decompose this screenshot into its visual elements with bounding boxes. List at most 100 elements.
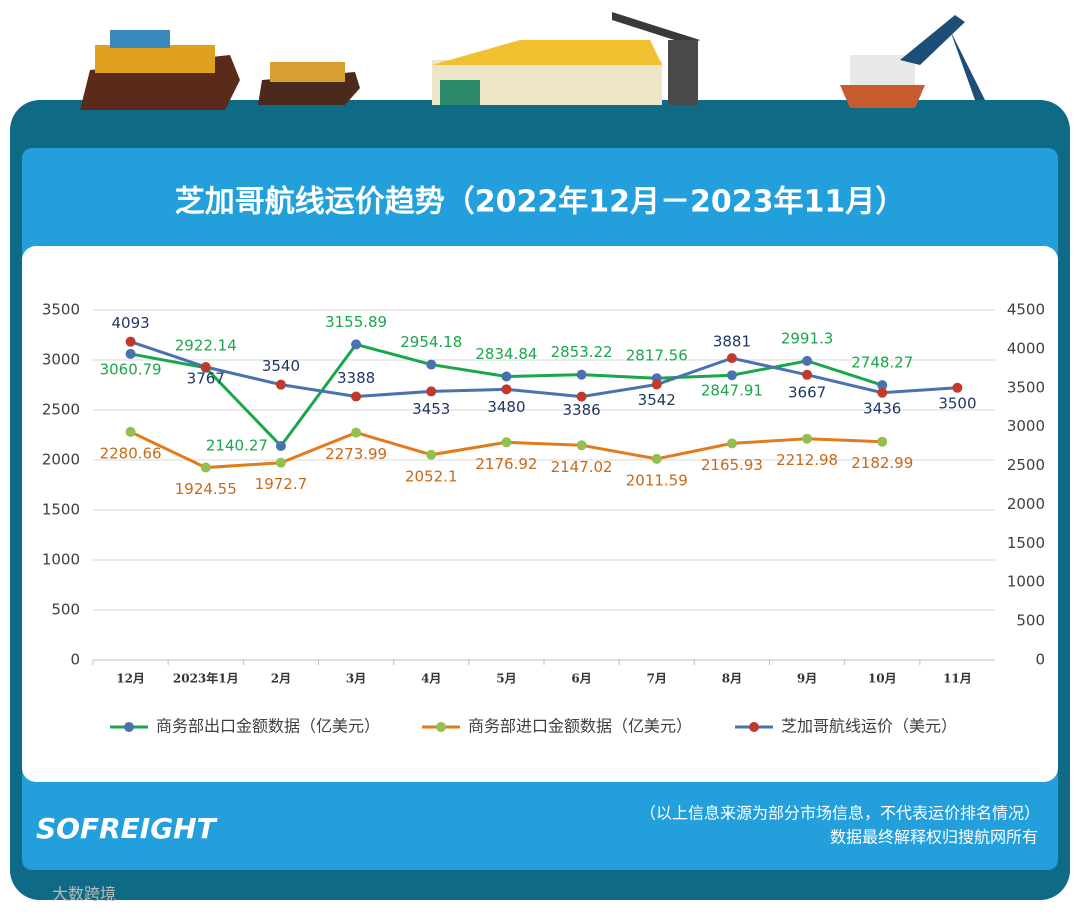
- value-label: 2165.93: [701, 456, 763, 474]
- marker: [125, 426, 136, 437]
- y-tick-label: 500: [51, 601, 80, 619]
- value-label: 3542: [638, 391, 676, 409]
- x-tick-label: 5月: [496, 672, 516, 686]
- x-tick-label: 6月: [571, 672, 591, 686]
- marker: [125, 336, 136, 347]
- value-label: 4093: [111, 314, 149, 332]
- value-label: 3667: [788, 383, 826, 401]
- value-label: 1924.55: [175, 480, 237, 498]
- marker: [200, 462, 211, 473]
- y2-tick-label: 1000: [1007, 573, 1045, 591]
- logo: SOFREIGHT: [36, 812, 218, 845]
- marker: [802, 369, 813, 380]
- x-tick-label: 10月: [868, 672, 897, 686]
- value-label: 2176.92: [475, 455, 537, 473]
- marker: [576, 369, 587, 380]
- value-label: 2817.56: [626, 347, 688, 365]
- legend-marker: [749, 722, 759, 732]
- value-label: 2954.18: [400, 333, 462, 351]
- marker: [802, 433, 813, 444]
- legend-label: 芝加哥航线运价（美元）: [781, 717, 957, 736]
- rights: 数据最终解释权归搜航网所有: [830, 828, 1038, 847]
- value-label: 3436: [863, 399, 901, 417]
- value-label: 2052.1: [405, 467, 458, 485]
- y-tick-label: 0: [70, 651, 80, 669]
- marker: [877, 387, 888, 398]
- x-tick-label: 8月: [722, 672, 742, 686]
- value-label: 3881: [713, 333, 751, 351]
- marker: [952, 382, 963, 393]
- y-tick-label: 2500: [42, 401, 80, 419]
- marker: [426, 386, 437, 397]
- x-tick-label: 7月: [647, 672, 667, 686]
- marker: [651, 453, 662, 464]
- marker: [576, 391, 587, 402]
- y2-tick-label: 0: [1035, 651, 1045, 669]
- value-label: 2922.14: [175, 336, 237, 354]
- series-line: [130, 340, 958, 399]
- value-label: 3155.89: [325, 313, 387, 331]
- marker: [275, 379, 286, 390]
- value-label: 3500: [938, 394, 976, 412]
- legend-label: 商务部出口金额数据（亿美元）: [156, 717, 380, 736]
- value-label: 1972.7: [255, 475, 308, 493]
- value-label: 2140.27: [206, 436, 268, 454]
- y2-tick-label: 4500: [1007, 301, 1045, 319]
- value-label: 2847.91: [701, 382, 763, 400]
- x-tick-label: 2023年1月: [173, 671, 239, 686]
- marker: [351, 339, 362, 350]
- chart-title: 芝加哥航线运价趋势（2022年12月－2023年11月）: [175, 185, 906, 220]
- legend-marker: [436, 722, 446, 732]
- x-tick-label: 12月: [116, 672, 145, 686]
- marker: [877, 380, 888, 391]
- y-tick-label: 3500: [42, 301, 80, 319]
- value-label: 2280.66: [100, 444, 162, 462]
- value-label: 2212.98: [776, 451, 838, 469]
- legend-marker: [124, 722, 134, 732]
- y2-tick-label: 2500: [1007, 456, 1045, 474]
- value-label: 2182.99: [851, 454, 913, 472]
- marker: [802, 355, 813, 366]
- marker: [726, 438, 737, 449]
- y-tick-label: 1000: [42, 551, 80, 569]
- marker: [426, 359, 437, 370]
- value-label: 2748.27: [851, 354, 913, 372]
- x-tick-label: 4月: [421, 672, 441, 686]
- y2-tick-label: 500: [1016, 612, 1045, 630]
- value-label: 2147.02: [551, 458, 613, 476]
- x-tick-label: 9月: [797, 672, 817, 686]
- value-label: 3060.79: [100, 360, 162, 378]
- value-label: 2991.3: [781, 329, 834, 347]
- marker: [351, 391, 362, 402]
- watermark: 大数跨境: [52, 885, 116, 904]
- value-label: 3540: [262, 357, 300, 375]
- marker: [877, 436, 888, 447]
- value-label: 2273.99: [325, 445, 387, 463]
- marker: [426, 449, 437, 460]
- value-label: 2011.59: [626, 471, 688, 489]
- value-label: 3388: [337, 369, 375, 387]
- legend-label: 商务部进口金额数据（亿美元）: [468, 717, 692, 736]
- x-tick-label: 11月: [943, 672, 972, 686]
- marker: [501, 384, 512, 395]
- marker: [275, 440, 286, 451]
- marker: [501, 371, 512, 382]
- x-tick-label: 3月: [346, 672, 366, 686]
- value-label: 2834.84: [475, 345, 537, 363]
- value-label: 3386: [562, 401, 600, 419]
- x-tick-label: 2月: [271, 672, 291, 686]
- marker: [726, 370, 737, 381]
- y2-tick-label: 3500: [1007, 378, 1045, 396]
- y-tick-label: 2000: [42, 451, 80, 469]
- value-label: 3480: [487, 398, 525, 416]
- value-label: 2853.22: [551, 343, 613, 361]
- marker: [351, 427, 362, 438]
- footnote: （以上信息来源为部分市场信息，不代表运价排名情况）: [640, 804, 1040, 823]
- y-tick-label: 1500: [42, 501, 80, 519]
- y2-tick-label: 3000: [1007, 417, 1045, 435]
- marker: [275, 457, 286, 468]
- marker: [501, 437, 512, 448]
- y2-tick-label: 4000: [1007, 339, 1045, 357]
- y-tick-label: 3000: [42, 351, 80, 369]
